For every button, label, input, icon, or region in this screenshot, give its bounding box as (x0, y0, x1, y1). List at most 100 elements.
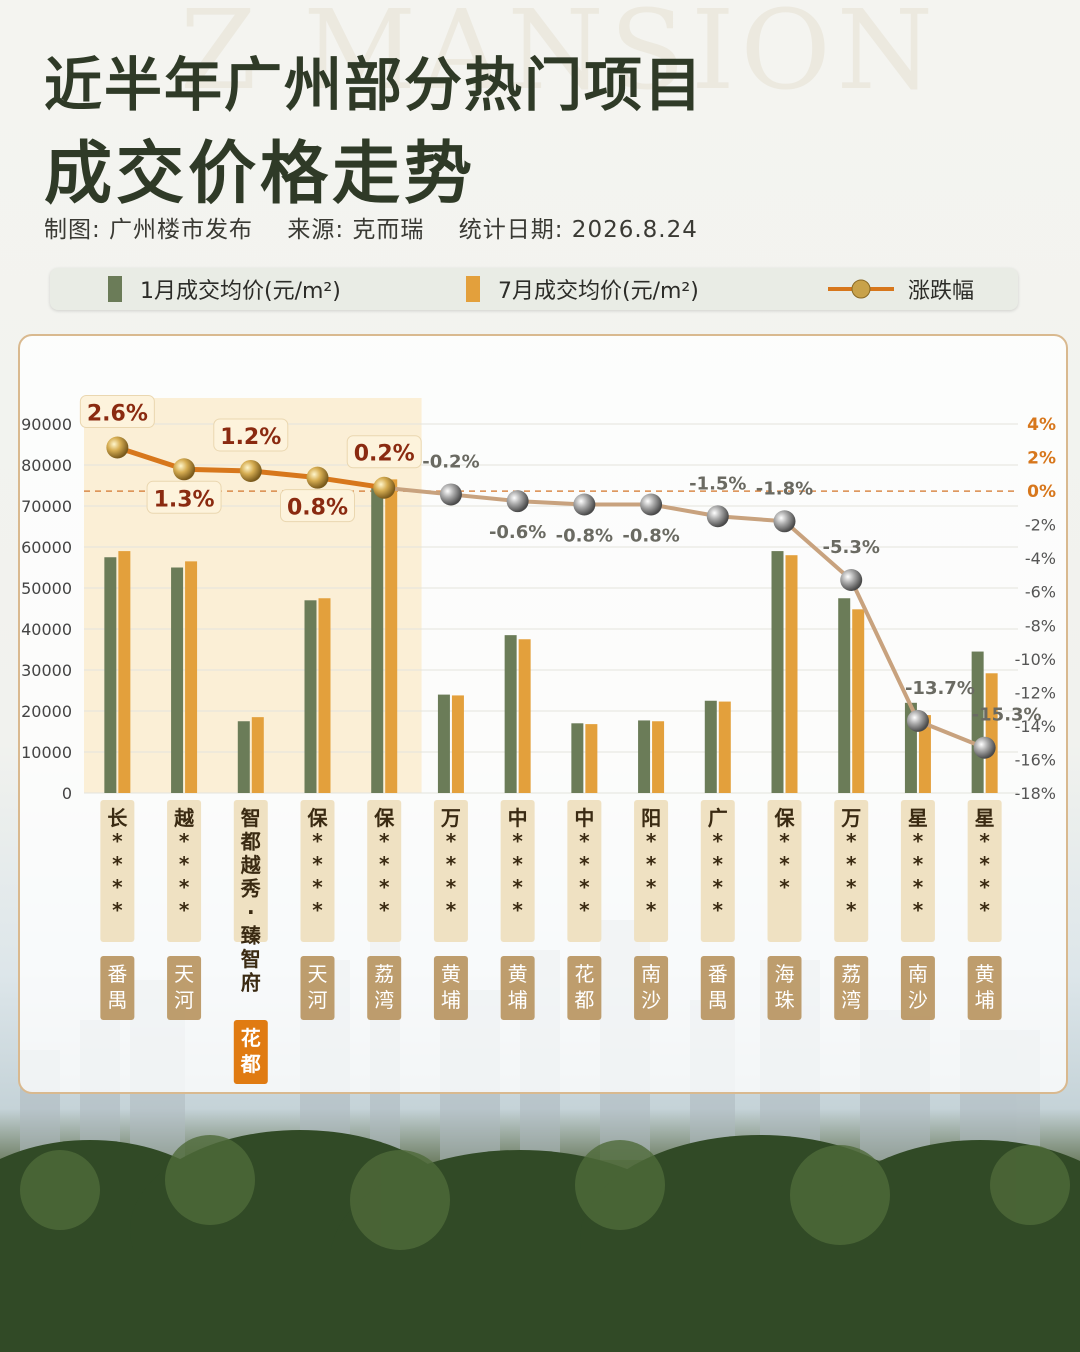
district-label-box (233, 1020, 268, 1084)
category-label-box (500, 800, 535, 942)
district-label-box (500, 956, 535, 1020)
category-label-box (233, 800, 268, 942)
y-tick-label: 0 (62, 784, 72, 803)
legend-swatch-jan (108, 276, 122, 302)
legend-line-icon (828, 279, 894, 299)
y2-tick-label: -16% (1015, 750, 1056, 769)
change-label: -1.5% (689, 473, 746, 494)
category-label-box (700, 800, 735, 942)
category-label-box (100, 800, 135, 942)
bar-jan (171, 567, 184, 793)
bar-jan (371, 487, 384, 793)
district-label-box (367, 956, 402, 1020)
change-point (373, 476, 396, 499)
category-label-box (167, 800, 202, 942)
y2-tick-label: -8% (1025, 616, 1056, 635)
district-label: 黄埔 (441, 962, 461, 1012)
change-label: -0.2% (422, 451, 479, 472)
legend-item-jan: 1月成交均价(元/m²) (108, 268, 341, 310)
change-line-down (384, 485, 986, 750)
y2-tick-label: -4% (1025, 549, 1056, 568)
category-label-box (367, 800, 402, 942)
category-label-box (967, 800, 1002, 942)
y-tick-label: 40000 (21, 620, 72, 639)
category-label: 万* * * * (840, 806, 861, 922)
change-label: 1.2% (220, 425, 281, 450)
change-label: -13.7% (905, 678, 975, 699)
bar-jul (118, 551, 131, 793)
category-label: 越* * * * (173, 806, 195, 922)
y2-tick-label: -18% (1015, 784, 1056, 803)
y2-tick-label: -2% (1025, 516, 1056, 535)
legend-label-change: 涨跌幅 (908, 279, 975, 304)
change-label-box (280, 489, 355, 523)
y2-tick-label: 4% (1027, 415, 1056, 435)
page-title: 近半年广州部分热门项目 (44, 51, 705, 119)
y-tick-label: 20000 (21, 702, 72, 721)
change-label: -0.8% (622, 526, 679, 547)
y2-tick-label: 0% (1027, 482, 1056, 502)
category-label-box (433, 800, 468, 942)
district-label: 花都 (240, 1026, 261, 1076)
y-tick-label: 50000 (21, 579, 72, 598)
bar-jan (104, 557, 117, 793)
legend-item-change: 涨跌幅 (826, 268, 974, 310)
change-point (973, 736, 996, 759)
category-label: 智都越秀·臻智府 (240, 806, 262, 995)
bar-jul (852, 609, 865, 793)
meta-line: 制图: 广州楼市发布 来源: 克而瑞 统计日期: 2026.8.24 (44, 210, 724, 244)
district-label: 花都 (574, 962, 594, 1012)
change-point (840, 568, 863, 591)
change-point (173, 458, 196, 481)
bar-jul (518, 639, 531, 793)
change-point (439, 483, 462, 506)
y-tick-label: 60000 (21, 538, 72, 557)
y-tick-label: 10000 (21, 743, 72, 762)
district-label: 番禺 (107, 962, 127, 1012)
district-label-box (567, 956, 602, 1020)
district-label: 荔湾 (841, 962, 861, 1012)
district-label-box (300, 956, 335, 1020)
y-tick-label: 90000 (21, 415, 72, 434)
change-point (906, 709, 929, 732)
change-point (106, 436, 129, 459)
change-label-box (213, 418, 289, 452)
district-label-box (834, 956, 869, 1020)
bar-jul (785, 555, 798, 793)
category-label: 阳* * * * (641, 806, 661, 922)
category-label-box (900, 800, 935, 942)
district-label-box (767, 956, 802, 1020)
category-label: 保* * * (774, 806, 796, 899)
bar-jul (385, 479, 398, 793)
change-point (306, 466, 329, 489)
change-label-box (146, 480, 222, 514)
category-label-box (834, 800, 869, 942)
y2-tick-label: 2% (1027, 449, 1056, 469)
bar-jan (771, 551, 784, 793)
maker-text: 制图: 广州楼市发布 (44, 217, 254, 243)
category-label-box (300, 800, 335, 942)
change-point (640, 493, 663, 516)
bar-jan (437, 694, 450, 793)
legend-label-jul: 7月成交均价(元/m²) (498, 279, 699, 304)
bar-jul (185, 561, 198, 793)
category-label: 保* * * * (373, 806, 395, 922)
y2-tick-label: -6% (1025, 583, 1056, 602)
change-label: 2.6% (87, 401, 148, 426)
district-label: 南沙 (641, 962, 661, 1012)
bar-jul (318, 598, 331, 793)
district-label: 海珠 (775, 962, 795, 1012)
chart-legend: 1月成交均价(元/m²) 7月成交均价(元/m²) 涨跌幅 (50, 268, 1018, 310)
change-point (706, 505, 729, 528)
bar-jul (985, 673, 998, 793)
change-point (773, 510, 796, 533)
category-label: 保* * * * (307, 806, 329, 922)
bar-jul (451, 695, 464, 793)
bar-jul (652, 721, 665, 793)
category-label-box (567, 800, 602, 942)
district-label: 荔湾 (374, 962, 394, 1012)
district-label: 天河 (308, 962, 328, 1012)
y2-tick-label: -10% (1015, 650, 1056, 669)
change-label-box (79, 394, 155, 428)
